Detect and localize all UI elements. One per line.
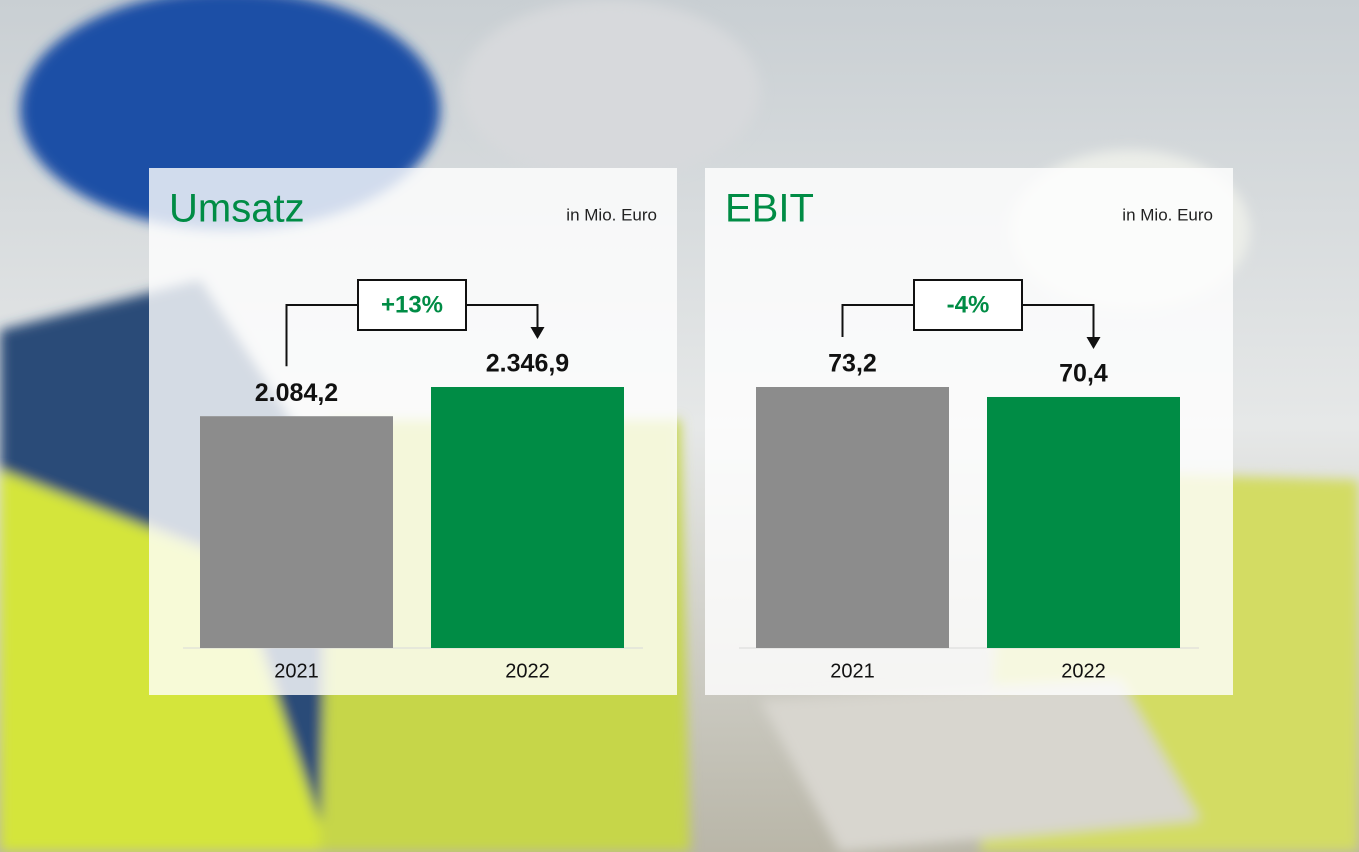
chart-title: Umsatz — [169, 187, 305, 231]
value-label: 2.346,9 — [486, 350, 569, 378]
unit-label: in Mio. Euro — [566, 205, 657, 224]
bar — [756, 387, 949, 648]
arrow-head — [530, 327, 545, 339]
category-label: 2021 — [274, 660, 319, 682]
change-label: -4% — [947, 291, 990, 318]
value-label: 2.084,2 — [255, 379, 338, 407]
change-bracket — [841, 304, 1095, 339]
bar — [431, 387, 624, 648]
category-label: 2022 — [505, 660, 550, 682]
chart-title: EBIT — [725, 187, 814, 231]
value-label: 73,2 — [828, 350, 877, 378]
bar — [200, 416, 393, 648]
change-box — [357, 279, 467, 331]
bar — [987, 396, 1180, 648]
unit-label: in Mio. Euro — [1122, 205, 1213, 224]
chart-panel: EBIT in Mio. Euro 73,2 2021 70,4 2022 -4% — [705, 168, 1233, 695]
change-bracket — [285, 304, 539, 367]
change-label: +13% — [381, 291, 443, 318]
change-box — [913, 279, 1023, 331]
category-label: 2022 — [1061, 660, 1106, 682]
arrow-head — [1086, 336, 1101, 349]
chart-panel: Umsatz in Mio. Euro 2.084,2 2021 2.346,9 2022… — [149, 168, 677, 695]
category-label: 2021 — [830, 660, 875, 682]
value-label: 70,4 — [1059, 360, 1108, 388]
